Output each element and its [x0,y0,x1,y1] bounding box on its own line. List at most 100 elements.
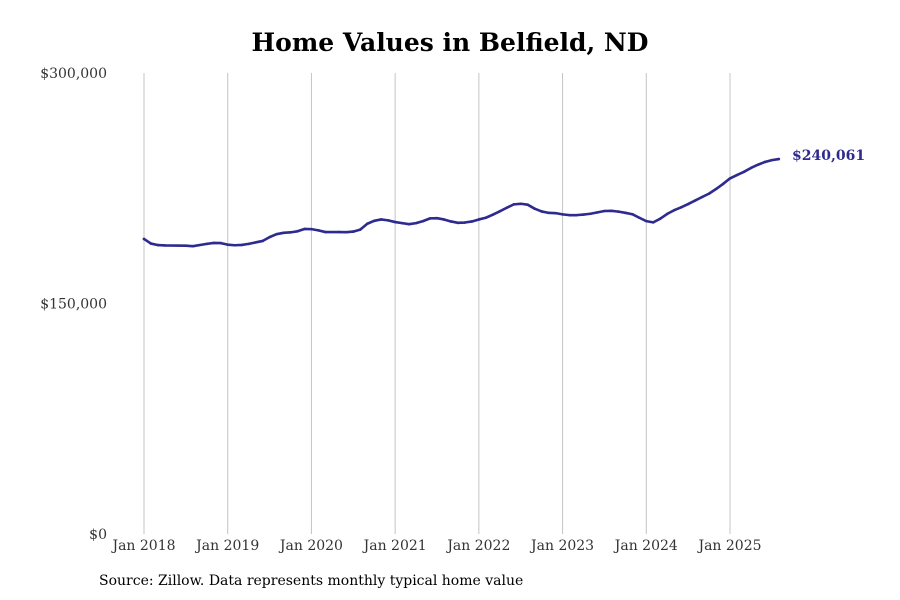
data-point [163,244,167,247]
data-point [282,231,285,235]
data-point [742,170,746,174]
data-point [421,219,425,223]
data-point [296,229,299,233]
data-point [379,218,383,221]
data-point [184,244,188,248]
y-tick-label: $150,000 [40,297,107,313]
data-point [219,241,223,245]
data-point [651,221,655,224]
data-point [714,187,718,191]
data-point [477,218,481,221]
data-point [498,210,502,213]
data-point [142,237,146,241]
data-point [547,211,550,215]
data-point [400,221,404,225]
data-point [386,219,390,222]
data-point [345,230,348,234]
data-point [414,221,418,225]
data-point [156,243,160,247]
data-point [449,220,453,223]
y-axis-ticks: $0 $150,000 $300,000 [40,66,107,543]
data-point [721,182,725,186]
data-point [484,216,488,220]
data-point [693,199,697,202]
data-point [338,230,341,234]
data-point [526,203,529,206]
data-point [540,210,543,213]
data-point [317,229,320,232]
data-point [610,209,613,213]
data-point [777,157,781,161]
data-point [575,213,578,217]
data-point [324,230,327,234]
data-point [240,243,243,247]
data-point [533,207,536,210]
gridlines [143,73,731,534]
data-point [770,158,774,162]
chart-title: Home Values in Belfield, ND [251,28,649,57]
data-point [261,239,264,243]
data-point [658,217,662,220]
x-tick-label: Jan 2019 [194,538,259,554]
x-tick-label: Jan 2024 [613,538,678,554]
data-point [463,221,467,224]
data-point [603,209,606,213]
data-point [735,173,739,177]
data-point [749,166,753,170]
data-point [589,212,592,216]
data-point [365,222,369,226]
data-point [512,203,516,206]
data-point [372,219,376,223]
x-tick-label: Jan 2020 [278,538,343,554]
data-point [582,213,585,216]
data-point [407,222,411,226]
data-point [756,163,760,167]
data-point [665,212,669,216]
data-point [707,192,711,195]
series-layer: $240,061 [142,148,865,248]
data-point [644,219,648,223]
data-point [310,227,313,231]
data-point [233,243,236,247]
data-point [568,213,571,217]
data-point [289,231,292,234]
data-point [679,206,683,209]
data-point [149,242,153,245]
x-tick-label: Jan 2023 [529,538,594,554]
series-line-0 [142,157,781,248]
data-point [700,195,704,199]
data-point [247,242,250,246]
x-tick-label: Jan 2025 [696,538,761,554]
data-point [519,202,523,206]
data-point [268,235,271,239]
source-note: Source: Zillow. Data represents monthly … [99,573,524,589]
data-point [672,208,676,212]
data-point [631,212,634,216]
data-point [358,228,362,231]
end-value-label: $240,061 [792,148,865,164]
data-point [205,242,209,246]
data-point [505,206,509,210]
data-point [275,232,278,236]
data-point [393,220,397,224]
data-point [624,211,627,215]
x-tick-label: Jan 2021 [362,538,427,554]
data-point [686,202,690,206]
y-tick-label: $300,000 [40,66,107,82]
data-point [763,160,767,164]
x-axis-ticks: Jan 2018 Jan 2019 Jan 2020 Jan 2021 Jan 2022… [110,538,761,554]
data-point [491,213,495,216]
y-tick-label: $0 [89,527,107,543]
data-point [435,216,439,220]
data-point [212,241,216,245]
data-point [638,216,641,220]
data-point [351,230,355,233]
data-point [191,244,195,248]
data-point [470,220,474,223]
x-tick-label: Jan 2022 [445,538,510,554]
data-point [554,211,557,215]
data-point [428,217,432,220]
data-point [442,218,446,221]
data-point [561,213,564,216]
